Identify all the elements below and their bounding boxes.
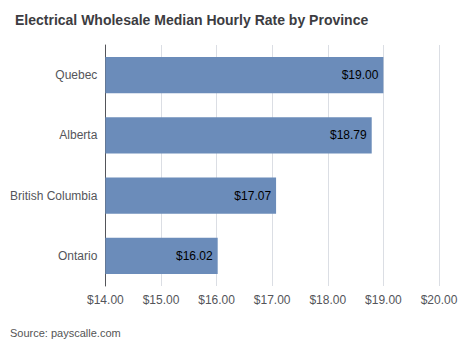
svg-text:$18.00: $18.00 xyxy=(309,293,346,307)
svg-text:$20.00: $20.00 xyxy=(421,293,458,307)
svg-text:Ontario: Ontario xyxy=(58,249,98,263)
svg-text:$17.07: $17.07 xyxy=(234,189,271,203)
svg-text:$19.00: $19.00 xyxy=(342,68,379,82)
svg-text:Source: payscalle.com: Source: payscalle.com xyxy=(10,327,121,339)
svg-text:$16.00: $16.00 xyxy=(198,293,235,307)
svg-text:$16.02: $16.02 xyxy=(176,249,213,263)
svg-text:$19.00: $19.00 xyxy=(365,293,402,307)
svg-text:Quebec: Quebec xyxy=(55,68,97,82)
svg-text:$17.00: $17.00 xyxy=(254,293,291,307)
svg-text:$15.00: $15.00 xyxy=(143,293,180,307)
svg-text:$14.00: $14.00 xyxy=(87,293,124,307)
svg-text:$18.79: $18.79 xyxy=(330,128,367,142)
svg-text:Electrical Wholesale Median Ho: Electrical Wholesale Median Hourly Rate … xyxy=(15,12,368,28)
svg-text:British Columbia: British Columbia xyxy=(10,189,98,203)
svg-text:Alberta: Alberta xyxy=(59,128,97,142)
